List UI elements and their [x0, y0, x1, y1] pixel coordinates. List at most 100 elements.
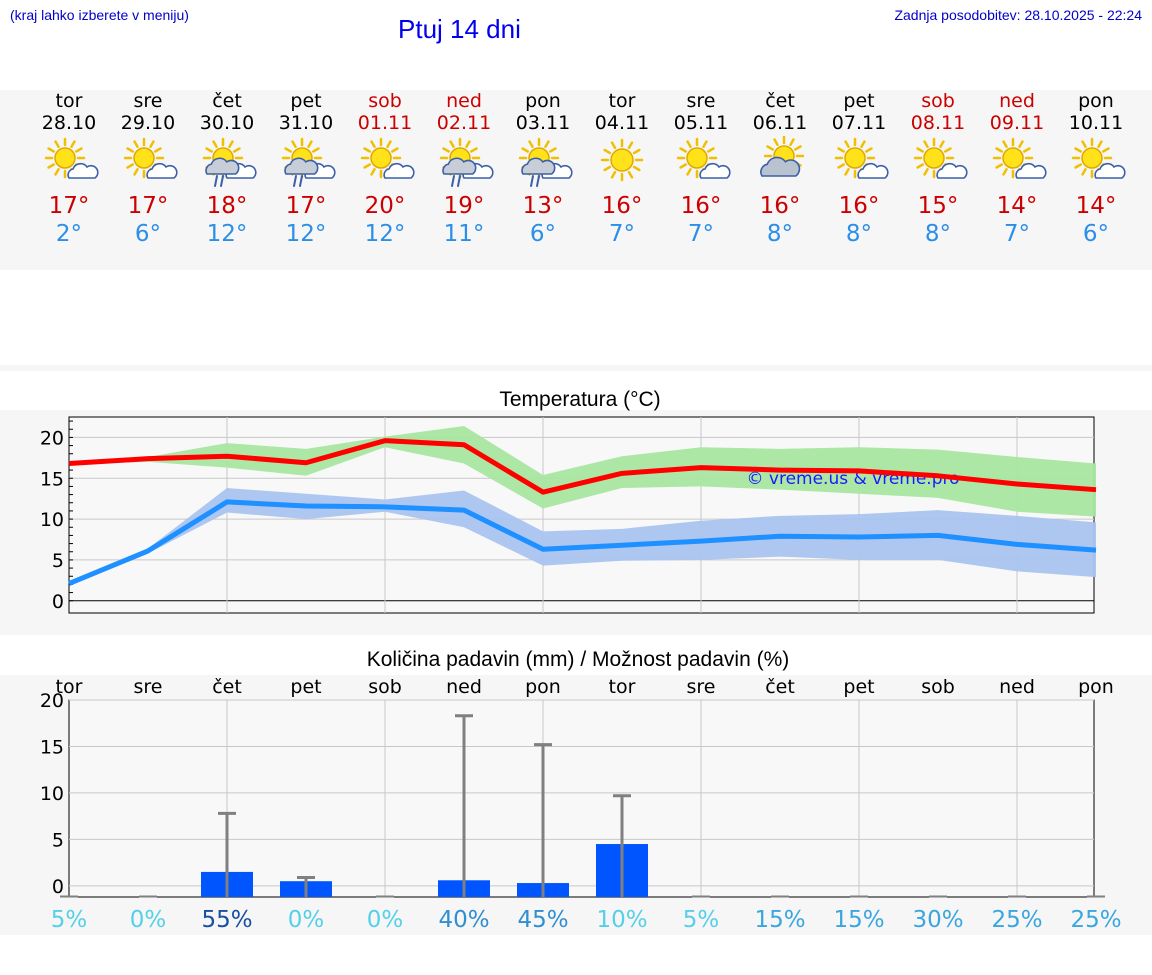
day-column: pet 31.10 17° 12°	[266, 90, 346, 248]
day-column: pon 10.11 14° 6°	[1056, 90, 1136, 248]
min-temperature: 7°	[687, 221, 715, 247]
y-tick-label: 20	[40, 690, 64, 712]
x-tick-label: sob	[921, 676, 955, 698]
max-temperature: 16°	[759, 193, 801, 219]
location-menu-hint: (kraj lahko izberete v meniju)	[10, 7, 189, 23]
min-temperature: 8°	[845, 221, 873, 247]
day-column: čet 30.10 18° 12°	[187, 90, 267, 248]
day-date: 09.11	[989, 112, 1045, 134]
precipitation-probability: 40%	[438, 907, 489, 933]
y-tick-label: 0	[52, 876, 64, 898]
x-tick-label: pet	[290, 676, 321, 698]
min-temperature: 6°	[1082, 221, 1110, 247]
day-name: sre	[686, 90, 716, 112]
min-temperature: 6°	[529, 221, 557, 247]
max-temperature: 14°	[996, 193, 1038, 219]
max-temperature: 13°	[522, 193, 564, 219]
x-tick-label: sre	[687, 676, 716, 698]
x-tick-label: tor	[609, 676, 636, 698]
max-temperature: 17°	[285, 193, 327, 219]
day-column: sob 01.11 20° 12°	[345, 90, 425, 248]
max-temperature: 15°	[917, 193, 959, 219]
x-tick-label: tor	[56, 676, 83, 698]
max-temperature: 17°	[48, 193, 90, 219]
x-tick-label: sob	[368, 676, 402, 698]
y-tick-label: 5	[52, 550, 64, 572]
page-title: Ptuj 14 dni	[398, 14, 521, 44]
precipitation-probability: 15%	[833, 907, 884, 933]
max-temperature-line	[68, 438, 1097, 495]
x-tick-label: čet	[765, 676, 795, 698]
precipitation-probability: 0%	[288, 907, 325, 933]
sun-rain-icon	[281, 137, 336, 187]
day-name: čet	[212, 90, 242, 112]
min-temperature: 11°	[443, 221, 485, 247]
day-name: čet	[765, 90, 795, 112]
day-name: ned	[999, 90, 1035, 112]
forecast-strip	[0, 90, 1152, 270]
day-column: ned 02.11 19° 11°	[424, 90, 504, 248]
min-temperature: 8°	[924, 221, 952, 247]
y-tick-label: 20	[40, 427, 64, 449]
y-tick-label: 15	[40, 736, 64, 758]
day-date: 03.11	[515, 112, 571, 134]
day-name: tor	[55, 90, 83, 112]
day-column: sob 08.11 15° 8°	[898, 90, 978, 248]
x-tick-label: čet	[212, 676, 242, 698]
max-temperature: 16°	[838, 193, 880, 219]
last-update-label: Zadnja posodobitev: 28.10.2025 - 22:24	[894, 7, 1142, 23]
day-date: 29.10	[120, 112, 176, 134]
day-date: 02.11	[436, 112, 492, 134]
day-date: 31.10	[278, 112, 334, 134]
min-temperature: 12°	[206, 221, 248, 247]
min-temperature: 7°	[1003, 221, 1031, 247]
day-name: pon	[525, 90, 561, 112]
day-date: 06.11	[752, 112, 808, 134]
sun-rain-icon	[518, 137, 573, 187]
sun-cloud-icon	[360, 137, 415, 179]
max-temperature: 18°	[206, 193, 248, 219]
min-temperature-line	[68, 499, 1097, 586]
max-temperature: 17°	[127, 193, 169, 219]
min-temperature: 6°	[134, 221, 162, 247]
day-name: sob	[921, 90, 955, 112]
day-column: tor 04.11 16° 7°	[582, 90, 662, 248]
max-temperature: 16°	[680, 193, 722, 219]
x-tick-label: sre	[134, 676, 163, 698]
day-column: pon 03.11 13° 6°	[503, 90, 583, 248]
min-temperature: 2°	[55, 221, 83, 247]
sun-rain-icon	[202, 137, 257, 187]
max-temperature: 16°	[601, 193, 643, 219]
sun-cloud-icon	[992, 137, 1047, 179]
precipitation-probability: 45%	[517, 907, 568, 933]
min-temperature: 8°	[766, 221, 794, 247]
day-name: pet	[290, 90, 322, 112]
precipitation-probability: 25%	[991, 907, 1042, 933]
y-tick-label: 5	[52, 829, 64, 851]
sun-cloud-icon	[834, 137, 889, 179]
day-name: ned	[446, 90, 482, 112]
day-column: čet 06.11 16° 8°	[740, 90, 820, 248]
plot-area	[68, 699, 1095, 898]
day-date: 28.10	[41, 112, 97, 134]
max-temperature-band	[69, 425, 1096, 517]
min-temperature: 7°	[608, 221, 636, 247]
temperature-chart-title: Temperatura (°C)	[499, 388, 661, 411]
min-temperature: 12°	[364, 221, 406, 247]
precipitation-probability: 5%	[51, 907, 88, 933]
x-tick-label: ned	[446, 676, 482, 698]
day-date: 04.11	[594, 112, 650, 134]
day-column: sre 29.10 17° 6°	[108, 90, 188, 248]
sun-cloud-icon	[913, 137, 968, 179]
sun-icon	[600, 138, 644, 182]
y-tick-label: 15	[40, 468, 64, 490]
max-temperature: 20°	[364, 193, 406, 219]
day-name: pon	[1078, 90, 1114, 112]
y-tick-label: 10	[40, 509, 64, 531]
precipitation-probability: 55%	[201, 907, 252, 933]
day-column: tor 28.10 17° 2°	[29, 90, 109, 248]
day-column: ned 09.11 14° 7°	[977, 90, 1057, 248]
precipitation-probability: 30%	[912, 907, 963, 933]
